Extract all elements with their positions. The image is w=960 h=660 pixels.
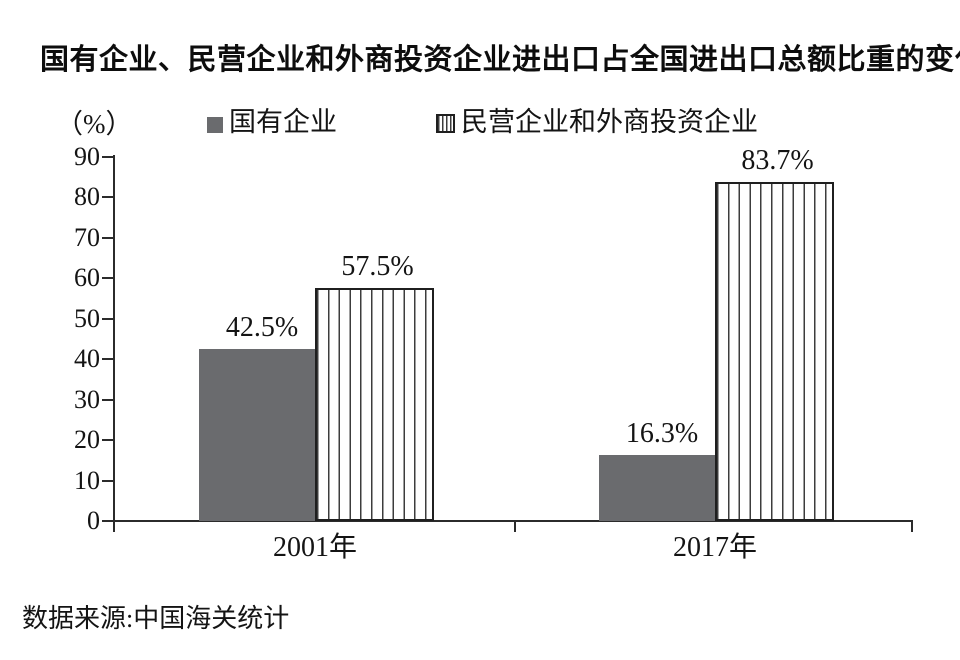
bar-2017年-民营企业和外商投资企业 [715,182,834,521]
y-axis-tick [102,155,114,158]
y-axis-tick-label: 70 [74,222,100,252]
legend-item-private-foreign: 民营企业和外商投资企业 [436,100,758,137]
legend-item-state-owned: 国有企业 [207,100,337,137]
y-axis-tick-label: 0 [87,506,100,535]
x-axis-line [113,520,913,522]
bar-2001年-国有企业 [199,349,315,521]
chart-title: 国有企业、民营企业和外商投资企业进出口占全国进出口总额比重的变化 [40,44,960,76]
x-axis-category-label: 2001年 [272,532,357,563]
legend-label-state-owned: 国有企业 [229,107,337,137]
bar-value-label: 42.5% [225,312,299,343]
bar-value-label: 57.5% [341,251,414,282]
bar-2001年-民营企业和外商投资企业 [315,288,434,521]
bar-2017年-国有企业 [599,455,715,521]
data-source-note: 数据来源:中国海关统计 [22,604,290,633]
y-axis-line [113,155,115,532]
bar-value-label: 16.3% [625,418,699,449]
bar-value-label: 83.7% [741,145,814,176]
x-axis-category-label: 2017年 [672,532,757,563]
y-axis-tick [102,196,114,199]
y-axis-tick [102,479,114,482]
y-axis-tick [102,520,114,522]
vertical-stripes-square-icon [436,114,455,133]
y-axis-tick [102,398,114,401]
y-axis-tick [102,317,114,320]
x-axis-tick [514,521,516,532]
y-axis-tick-label: 90 [74,141,100,171]
y-axis-tick-label: 80 [74,182,100,212]
x-axis-tick [911,521,913,532]
y-axis-tick [102,358,114,361]
y-axis-tick [102,439,114,442]
y-axis-tick-label: 60 [74,263,100,293]
legend-label-private-foreign: 民营企业和外商投资企业 [461,107,758,137]
y-axis-unit-label: （%） [56,109,133,139]
y-axis-tick-label: 10 [74,465,100,495]
y-axis-tick [102,236,114,239]
y-axis-tick-label: 20 [74,425,100,455]
y-axis-tick-label: 50 [74,303,100,333]
solid-gray-square-icon [207,117,223,133]
y-axis-tick [102,277,114,280]
y-axis-tick-label: 40 [74,344,100,374]
y-axis-tick-label: 30 [74,384,100,414]
